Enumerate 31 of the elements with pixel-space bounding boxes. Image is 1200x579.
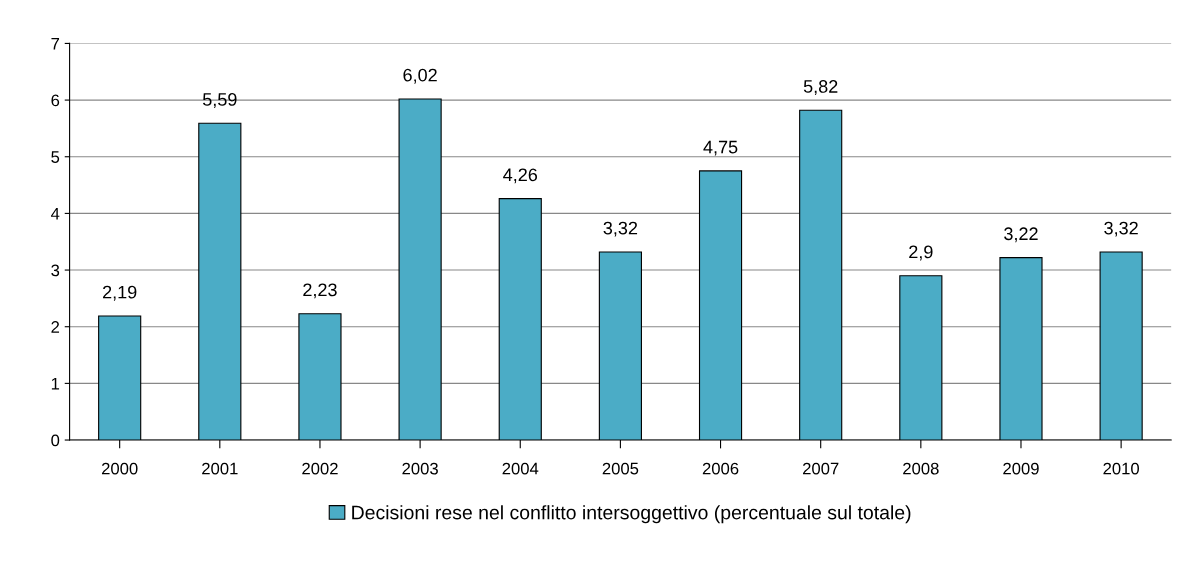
x-tick-label: 2004: [502, 462, 539, 475]
data-label: 2,9: [909, 245, 933, 261]
x-tick-label: 2007: [802, 462, 839, 475]
data-label: 6,02: [403, 68, 437, 84]
y-tick-label: 7: [51, 38, 60, 50]
x-tick-label: 2002: [302, 462, 338, 475]
x-tick-label: 2006: [702, 462, 739, 475]
x-tick-label: 2005: [602, 462, 639, 475]
x-tick-label: 2001: [202, 462, 238, 475]
x-tick-label: 2009: [1003, 462, 1039, 475]
x-tick-label: 2008: [903, 462, 939, 475]
data-label: 3,32: [1104, 221, 1138, 237]
x-tick-label: 2010: [1103, 462, 1140, 475]
x-tick-label: 2000: [101, 462, 138, 475]
y-tick-label: 2: [51, 321, 60, 333]
data-label: 3,32: [603, 221, 638, 237]
data-label: 5,82: [803, 80, 838, 95]
y-tick-label: 1: [51, 377, 60, 390]
data-label: 4,75: [703, 140, 738, 156]
y-tick-label: 5: [51, 151, 60, 163]
data-label: 4,26: [503, 168, 538, 184]
legend-label: Decisioni rese nel conflitto intersoggettivo (percentuale sul totale): [352, 505, 911, 524]
x-tick-label: 2003: [402, 462, 438, 475]
y-tick-label: 6: [51, 94, 60, 107]
data-label: 2,19: [103, 285, 137, 301]
y-tick-label: 0: [51, 434, 60, 447]
data-label: 2,23: [303, 283, 337, 299]
y-tick-label: 3: [51, 264, 60, 277]
data-label: 3,22: [1004, 227, 1038, 243]
data-label: 5,59: [202, 93, 237, 108]
y-tick-label: 4: [50, 207, 60, 220]
